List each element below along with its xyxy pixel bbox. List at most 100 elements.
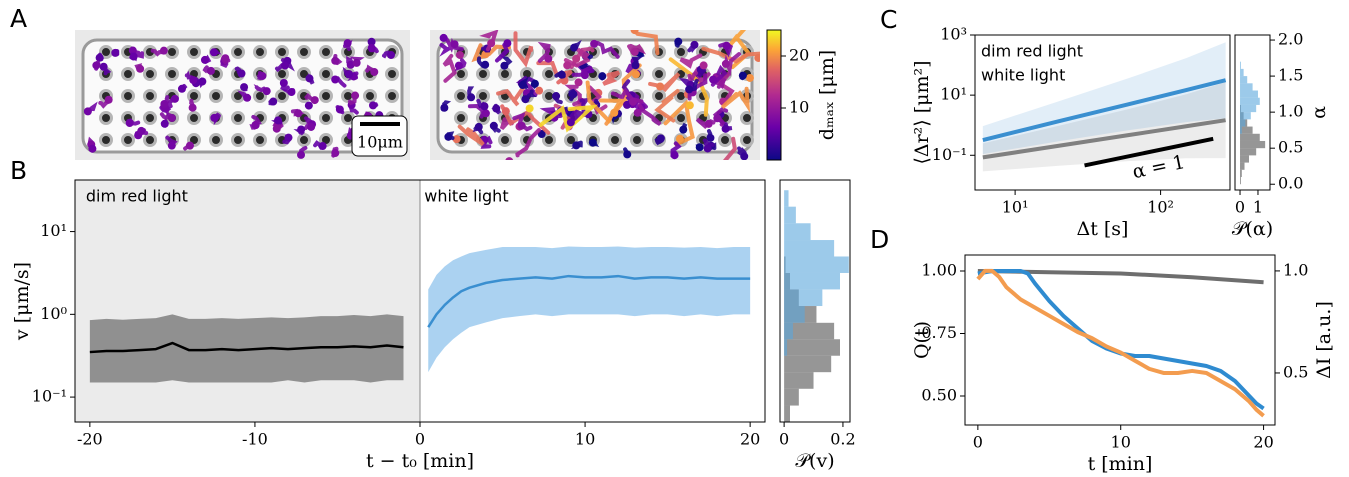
y-tick-label: 0.5	[1278, 138, 1303, 157]
particle	[159, 46, 168, 55]
histogram-bar	[1240, 112, 1251, 120]
particle	[455, 50, 464, 59]
pillar	[187, 89, 201, 103]
particle	[128, 46, 137, 55]
particle	[206, 66, 215, 75]
series-label: dim red light	[86, 187, 188, 206]
particle	[574, 78, 583, 87]
particle	[754, 53, 760, 62]
particle	[297, 150, 306, 159]
particle	[160, 99, 169, 108]
particle	[297, 125, 306, 134]
pillar	[498, 67, 512, 81]
y-tick-label: 2.0	[1278, 30, 1303, 49]
particle	[610, 108, 619, 117]
particle	[521, 16, 529, 24]
panel-a: A 10μm 10 20 dₘₐₓ [μm]	[10, 4, 838, 161]
pillar	[121, 133, 135, 147]
particle	[738, 71, 747, 80]
y-tick-label: 0.5	[1283, 362, 1308, 381]
histogram-bar	[784, 256, 849, 273]
particle	[331, 56, 340, 65]
particle	[631, 61, 640, 70]
particle	[474, 122, 483, 131]
pillar	[165, 45, 179, 59]
particle	[670, 151, 679, 160]
trajectory	[723, 136, 738, 160]
pillar	[99, 133, 113, 147]
x-tick-label: 20	[740, 430, 760, 449]
colorbar-label: dₘₐₓ [μm]	[816, 50, 838, 140]
y-tick-label: 1.0	[1283, 260, 1308, 279]
histogram-bar	[1240, 104, 1257, 113]
particle	[237, 69, 246, 78]
histogram-bar	[1240, 119, 1246, 127]
histogram-bar	[784, 223, 811, 241]
histogram-bar	[1240, 177, 1241, 185]
particle	[481, 60, 490, 69]
pillar	[231, 133, 245, 147]
trajectory	[568, 109, 584, 122]
particle	[745, 73, 754, 82]
particle	[557, 70, 566, 79]
trajectory	[602, 70, 621, 86]
x-tick-label: 10	[575, 430, 595, 449]
particle	[518, 80, 527, 89]
particle	[706, 133, 715, 142]
panel-letter: C	[880, 5, 897, 34]
particle	[572, 141, 581, 150]
histogram-bar	[1240, 83, 1253, 91]
particle	[284, 133, 293, 142]
histogram-bar	[1240, 169, 1242, 178]
pillar	[319, 89, 333, 103]
trajectory	[513, 31, 534, 68]
colorbar	[766, 29, 782, 161]
particle	[699, 61, 708, 70]
particle	[656, 134, 665, 143]
histogram-bar	[784, 322, 793, 340]
trajectory	[467, 86, 475, 97]
particle	[335, 105, 344, 114]
pillar	[143, 133, 157, 147]
particle	[740, 152, 749, 160]
particle	[450, 40, 459, 49]
trajectory	[690, 78, 699, 92]
trajectory	[720, 86, 751, 114]
particle	[517, 121, 526, 130]
histogram-bar	[1240, 126, 1242, 134]
panel-letter: D	[870, 225, 889, 254]
x-tick-label: 10²	[1147, 198, 1174, 217]
particle	[95, 53, 104, 62]
pillar	[121, 89, 135, 103]
histogram-2: 0 0.2𝒫(v)	[779, 179, 856, 472]
pillar	[143, 89, 157, 103]
pillar	[231, 111, 245, 125]
y-tick-label: 1.0	[1278, 102, 1303, 121]
pillar	[187, 111, 201, 125]
histogram-bar	[784, 339, 788, 356]
particle	[630, 47, 639, 56]
particle	[177, 84, 186, 93]
trajectory	[525, 89, 538, 100]
pillar	[674, 45, 688, 59]
histogram-bar	[784, 206, 796, 224]
spread-band	[428, 246, 751, 373]
pillar	[454, 89, 468, 103]
particle	[552, 92, 561, 101]
x-axis-label: 𝒫(α)	[1232, 218, 1273, 240]
y-tick-label: 1.5	[1278, 66, 1303, 85]
pillar	[385, 67, 399, 81]
particle	[99, 62, 108, 71]
particle	[503, 39, 512, 48]
particle	[251, 121, 260, 130]
particle	[262, 87, 271, 96]
particle	[623, 100, 632, 109]
particle	[221, 54, 230, 63]
y-tick-label: 0.75	[921, 323, 957, 342]
scale-bar-label: 10μm	[357, 133, 403, 152]
particle	[629, 97, 638, 106]
y-tick-label: 10¹	[40, 221, 67, 240]
trajectory	[654, 89, 680, 123]
plot-area	[982, 42, 1227, 172]
particle	[243, 93, 252, 102]
